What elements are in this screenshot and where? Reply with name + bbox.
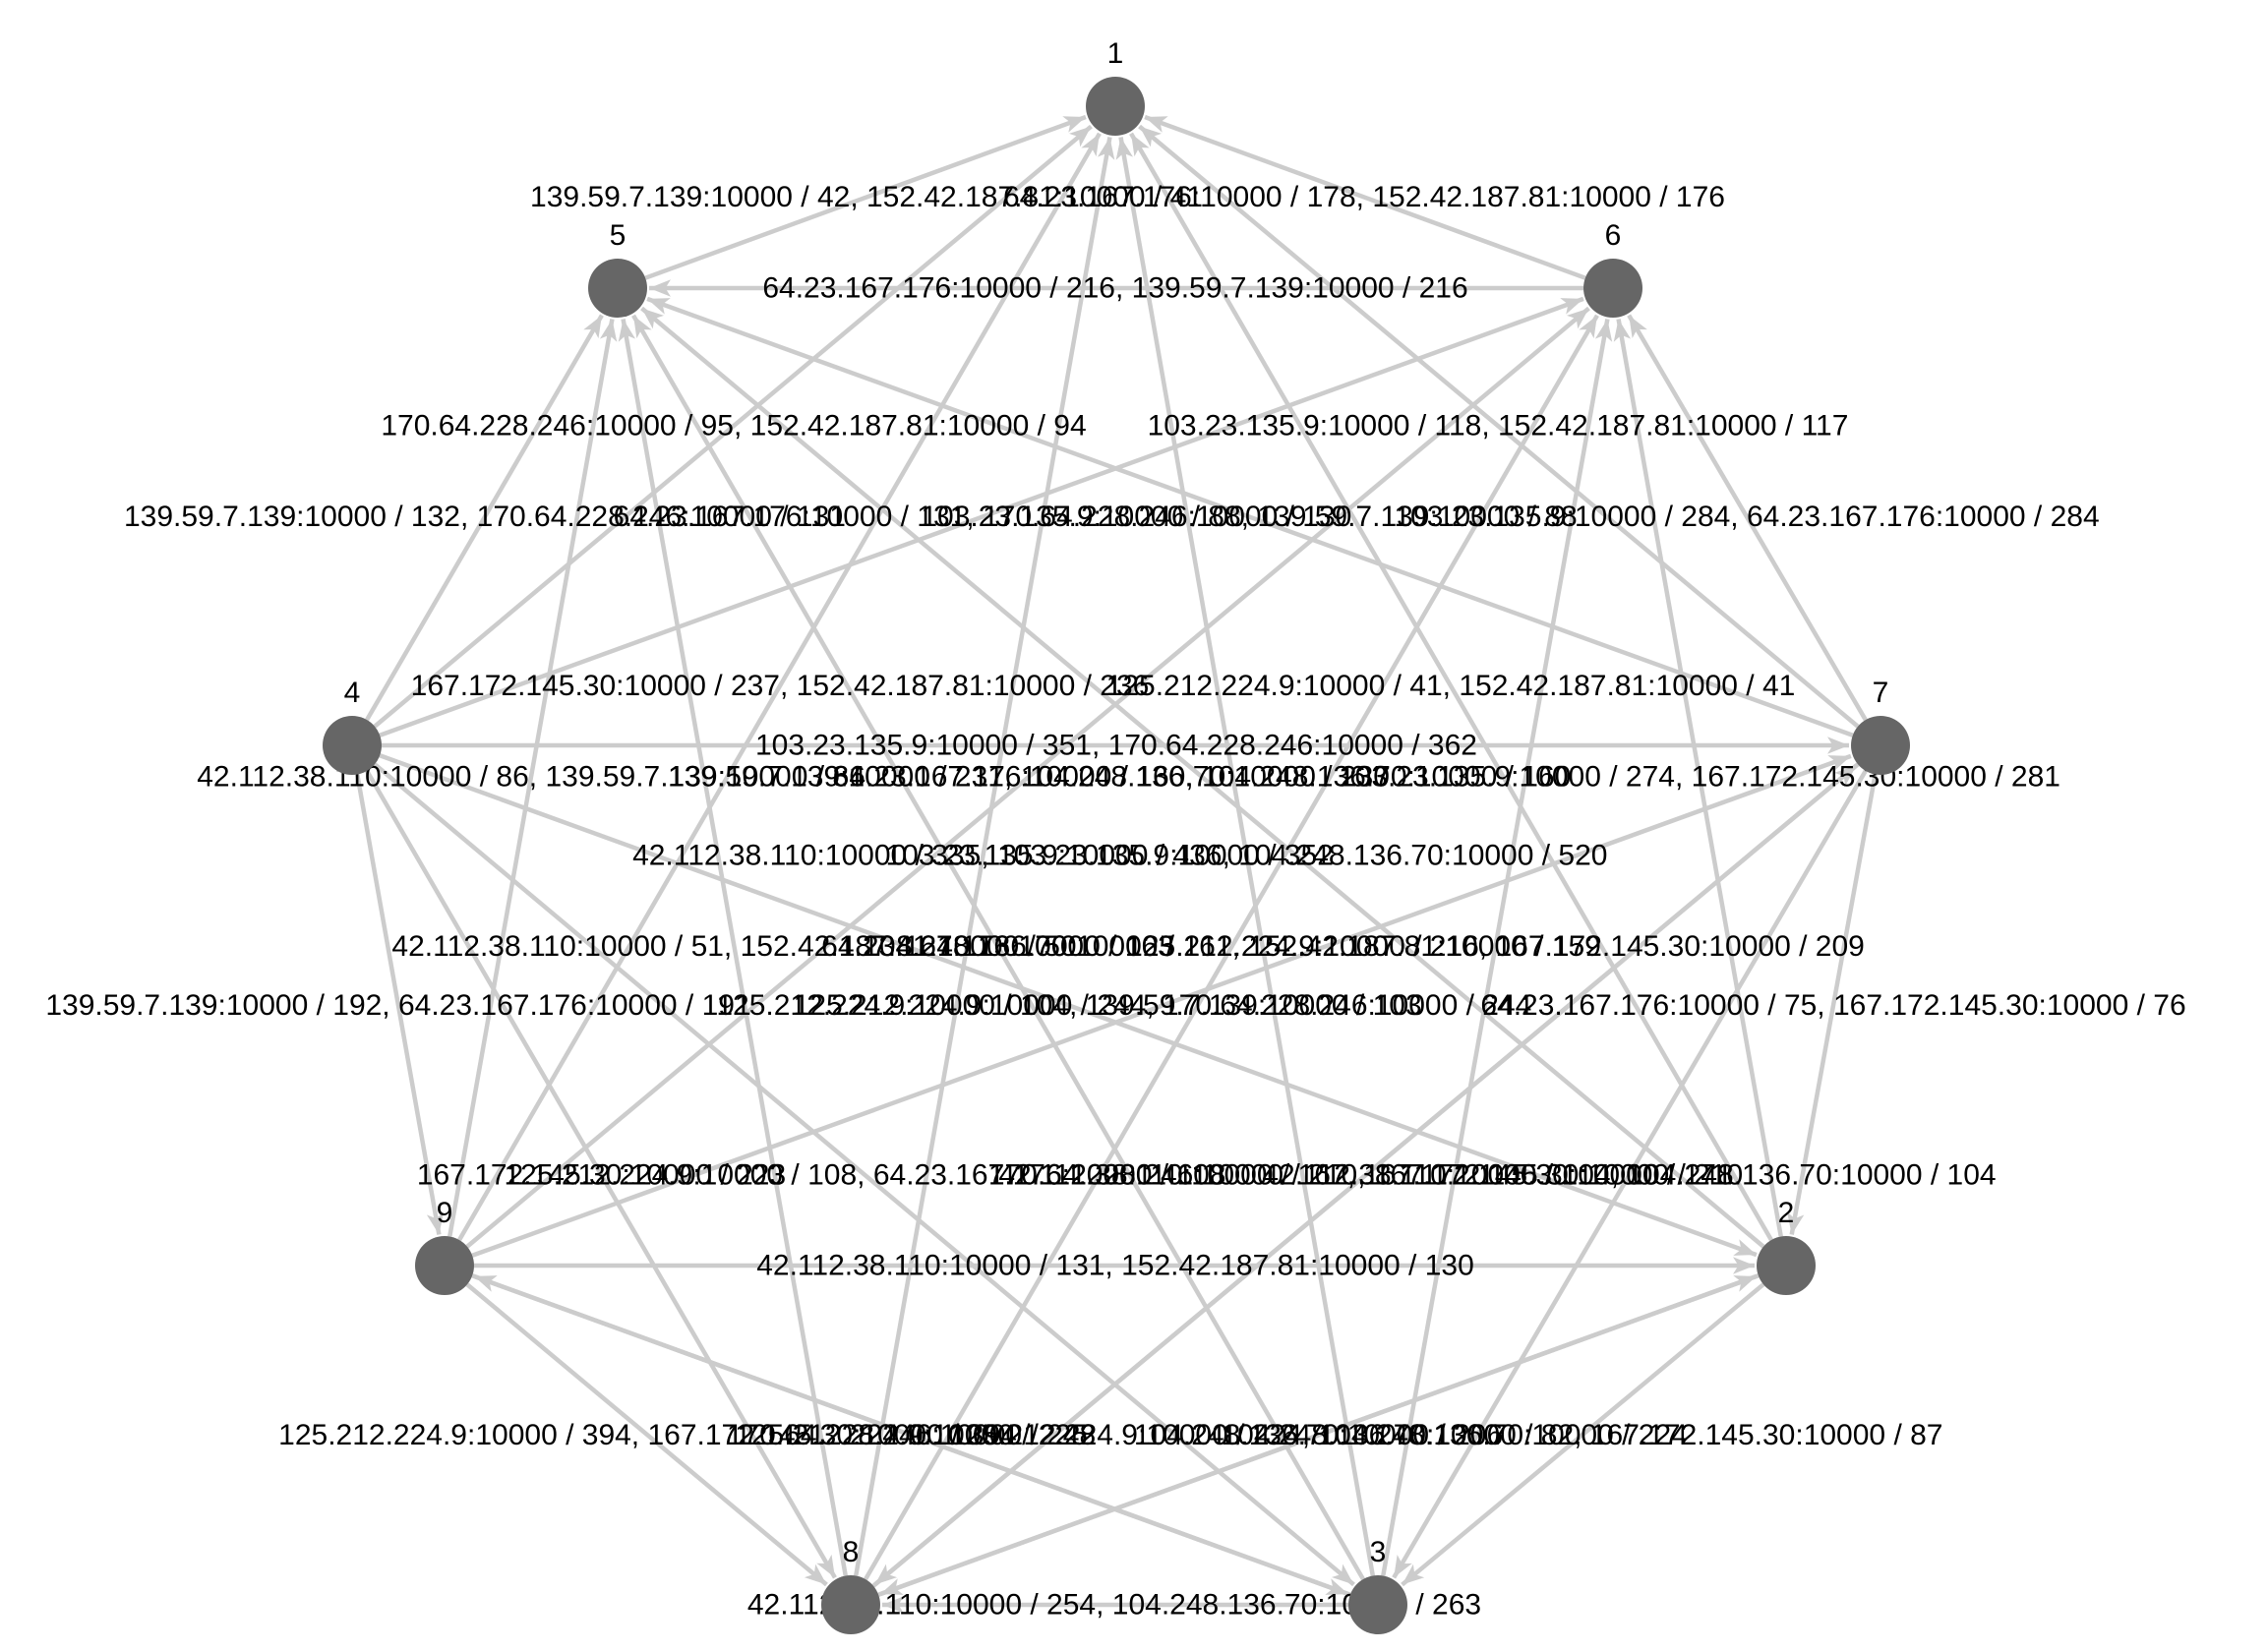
edge-label-5-1: 139.59.7.139:10000 / 42, 152.42.187.81:1… — [530, 181, 1203, 213]
node-6[interactable] — [1583, 259, 1642, 318]
edge-label-2-6: 103.23.135.9:10000 / 274, 167.172.145.30… — [1339, 761, 2060, 794]
edge-4-1 — [373, 124, 1093, 729]
edge-label-8-6: 104.248.136.70:10000 / 161, 152.42.187.8… — [863, 930, 1601, 963]
edge-8-1 — [853, 137, 1115, 1576]
edge-label-4-8: 167.172.145.30:10000 / 223 — [417, 1159, 786, 1192]
edge-label-4-6: 64.23.167.176:10000 / 131, 170.64.228.24… — [614, 501, 1352, 533]
node-1[interactable] — [1086, 77, 1145, 136]
edge-2-1 — [1129, 132, 1773, 1242]
edge-8-6 — [864, 314, 1599, 1581]
edge-label-7-6: 103.23.135.9:10000 / 284, 64.23.167.176:… — [1394, 501, 2099, 533]
edge-7-3 — [1392, 769, 1868, 1579]
edge-9-5 — [448, 319, 618, 1237]
edge-label-7-1: 103.23.135.9:10000 / 118, 152.42.187.81:… — [1148, 410, 1849, 442]
edge-labels-layer: 139.59.7.139:10000 / 42, 152.42.187.81:1… — [45, 181, 2185, 1622]
node-label-1: 1 — [1107, 37, 1124, 70]
edge-label-3-5: 64.23.167.176:10000 / 163 — [821, 930, 1174, 963]
edge-7-2 — [1786, 774, 1878, 1235]
edge-9-1 — [457, 132, 1102, 1242]
edge-label-9-1: 167.172.145.30:10000 / 237, 152.42.187.8… — [411, 670, 1150, 702]
edge-label-8-5: 42.112.38.110:10000 / 51, 152.42.187.81:… — [391, 930, 1076, 963]
edge-label-7-3: 42.112.38.110:10000 / 104, 104.248.136.7… — [1262, 1159, 1996, 1192]
edge-2-8 — [879, 1273, 1760, 1597]
edge-7-8 — [873, 762, 1860, 1587]
edge-7-6 — [1627, 314, 1868, 722]
edge-label-6-1: 64.23.167.176:10000 / 178, 152.42.187.81… — [1003, 181, 1725, 213]
edge-label-4-5: 139.59.7.139:10000 / 132, 170.64.228.246… — [124, 501, 846, 533]
node-label-3: 3 — [1370, 1536, 1387, 1568]
edge-label-9-2: 42.112.38.110:10000 / 131, 152.42.187.81… — [756, 1250, 1474, 1282]
node-4[interactable] — [323, 716, 382, 775]
node-label-9: 9 — [437, 1197, 453, 1229]
edge-2-5 — [640, 306, 1765, 1249]
edge-label-9-5: 42.112.38.110:10000 / 86, 139.59.7.139:1… — [197, 761, 865, 794]
node-label-6: 6 — [1605, 219, 1622, 252]
node-9[interactable] — [415, 1236, 474, 1295]
edge-label-6-5: 64.23.167.176:10000 / 216, 139.59.7.139:… — [762, 272, 1467, 305]
node-label-4: 4 — [344, 677, 361, 709]
edges-layer — [355, 114, 1878, 1614]
edge-label-4-7: 103.23.135.9:10000 / 351, 170.64.228.246… — [755, 730, 1477, 762]
edge-4-6 — [379, 296, 1584, 738]
node-7[interactable] — [1851, 716, 1910, 775]
edge-label-9-7: 125.212.224.9:10000 / 244, 170.64.228.24… — [794, 989, 1532, 1022]
edge-9-3 — [471, 1273, 1349, 1597]
edge-label-7-2: 64.23.167.176:10000 / 75, 167.172.145.30… — [1480, 989, 2185, 1022]
edge-label-9-3: 125.212.224.9:10000 / 225 — [735, 1419, 1088, 1451]
edge-9-8 — [465, 1282, 828, 1587]
edge-label-9-8: 125.212.224.9:10000 / 394, 167.172.145.3… — [278, 1419, 1017, 1451]
edge-label-2-1: 125.212.224.9:10000 / 41, 152.42.187.81:… — [1106, 670, 1796, 702]
edge-label-8-2: 104.248.136.70:10000 / 206 — [1134, 1419, 1503, 1451]
edge-label-3-6: 125.212.224.9:10000 / 216, 167.172.145.3… — [1126, 930, 1865, 963]
edge-3-5 — [631, 314, 1365, 1581]
nodes-layer: 1 2 3 4 5 6 7 8 9 — [323, 37, 1910, 1634]
edge-2-3 — [1401, 1282, 1765, 1587]
edge-3-1 — [1115, 137, 1376, 1576]
edge-label-8-1: 42.112.38.110:10000 / 335, 103.23.135.9:… — [632, 840, 1334, 872]
edge-4-3 — [373, 762, 1355, 1587]
edge-label-4-3: 125.212.224.9:10000 / 108, 64.23.167.176… — [504, 1159, 1225, 1192]
edge-label-4-2: 125.212.224.9:10000 / 104, 139.59.7.139:… — [716, 989, 1421, 1022]
node-2[interactable] — [1757, 1236, 1816, 1295]
edge-4-2 — [379, 753, 1758, 1258]
edge-4-8 — [365, 769, 837, 1579]
edge-label-4-1: 170.64.228.246:10000 / 95, 152.42.187.81… — [381, 410, 1086, 442]
edge-label-2-5: 64.23.167.176:10000 / 160, 104.248.136.7… — [833, 761, 1572, 794]
edge-3-6 — [1381, 319, 1613, 1576]
edge-9-6 — [465, 306, 1590, 1249]
edge-label-9-6: 139.59.7.139:10000 / 231, 104.248.136.70… — [668, 761, 1390, 794]
node-5[interactable] — [588, 259, 647, 318]
edge-7-5 — [646, 296, 1854, 738]
edge-4-5 — [365, 314, 604, 722]
node-label-5: 5 — [610, 219, 627, 252]
edge-label-3-9: 170.64.228.246:10000 / 248 — [727, 1419, 1096, 1451]
edge-label-7-8: 42.112.38.110:10000 / 167, 167.172.145.3… — [998, 1159, 1732, 1192]
node-label-7: 7 — [1873, 677, 1889, 709]
edge-4-9 — [355, 774, 445, 1235]
node-label-2: 2 — [1778, 1197, 1795, 1229]
edge-5-1 — [644, 114, 1087, 280]
edge-label-2-8: 125.212.224.9:10000 / 224, 104.248.136.7… — [949, 1419, 1688, 1451]
edge-label-8-7: 170.64.228.246:10000 / 210, 167.172.145.… — [988, 1159, 1743, 1192]
edge-9-7 — [471, 753, 1852, 1258]
edge-7-1 — [1138, 124, 1860, 729]
edge-8-5 — [618, 319, 848, 1576]
edge-label-7-5: 103.23.135.9:10000 / 88, 139.59.7.139:10… — [921, 501, 1577, 533]
edge-2-6 — [1613, 319, 1783, 1237]
edge-label-3-1: 103.23.135.9:10000 / 436, 104.248.136.70… — [885, 840, 1607, 872]
edge-label-2-3: 104.248.136.70:10000 / 82, 167.172.145.3… — [1221, 1419, 1942, 1451]
edge-6-1 — [1144, 114, 1586, 280]
node-3[interactable] — [1348, 1575, 1407, 1634]
edge-label-4-9: 139.59.7.139:10000 / 192, 64.23.167.176:… — [45, 989, 750, 1022]
node-8[interactable] — [821, 1575, 880, 1634]
node-label-8: 8 — [843, 1536, 860, 1568]
